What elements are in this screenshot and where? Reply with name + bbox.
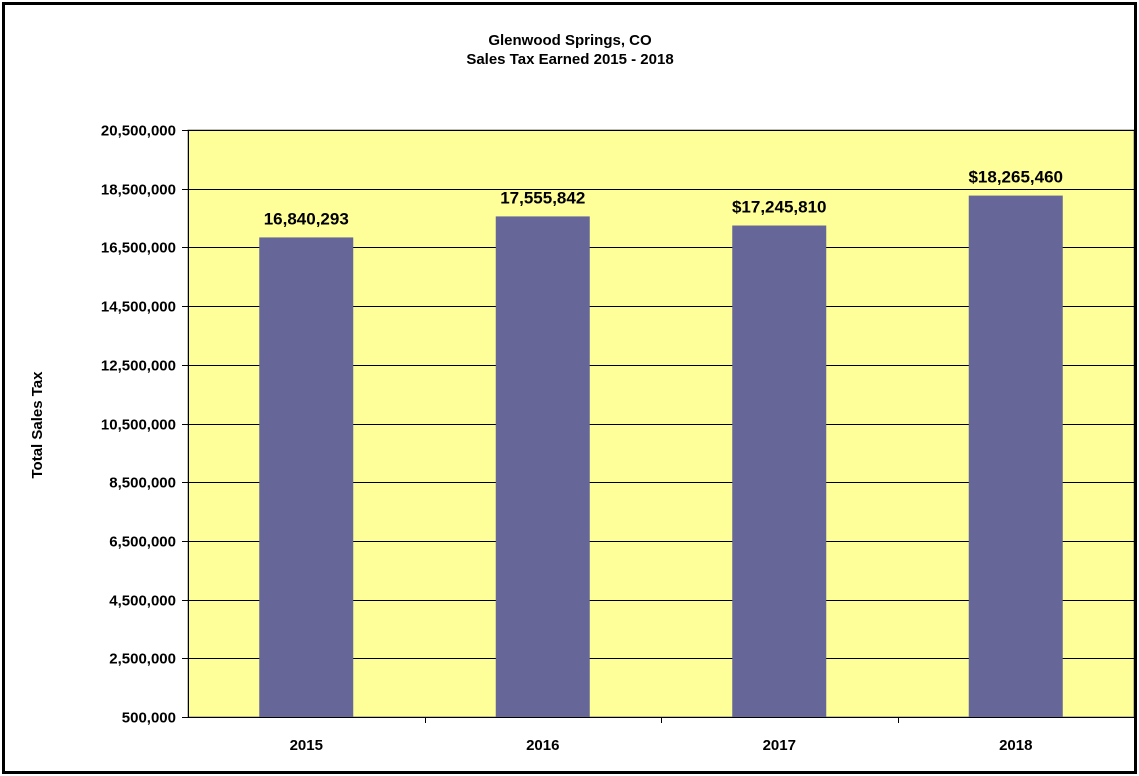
x-tick-label: 2016	[526, 737, 559, 754]
plot-area: 500,000 2,500,000 4,500,000 6,500,000 8,500,…	[101, 123, 1134, 754]
x-tick-label: 2017	[763, 737, 796, 754]
chart-svg: Glenwood Springs, CO Sales Tax Earned 20…	[29, 32, 1134, 754]
y-tick-label: 2,500,000	[109, 651, 176, 668]
y-axis-title: Total Sales Tax	[29, 371, 46, 479]
data-label: $18,265,460	[968, 168, 1063, 187]
y-tick-label: 500,000	[122, 710, 176, 727]
y-tick-label: 16,500,000	[101, 240, 176, 257]
bar	[259, 237, 354, 717]
y-tick-label: 14,500,000	[101, 299, 176, 316]
bar	[495, 216, 590, 717]
y-tick-label: 8,500,000	[109, 475, 176, 492]
y-tick-label: 18,500,000	[101, 182, 176, 199]
bar	[732, 225, 827, 717]
x-tick-label: 2015	[290, 737, 323, 754]
data-label: 16,840,293	[264, 209, 349, 228]
x-tick-label: 2018	[999, 737, 1032, 754]
y-tick-label: 20,500,000	[101, 123, 176, 140]
y-tick-label: 12,500,000	[101, 358, 176, 375]
bar	[968, 195, 1063, 718]
data-label: $17,245,810	[732, 198, 827, 217]
y-tick-label: 4,500,000	[109, 593, 176, 610]
y-tick-label: 10,500,000	[101, 417, 176, 434]
chart-subtitle: Sales Tax Earned 2015 - 2018	[466, 51, 673, 68]
y-tick-label: 6,500,000	[109, 534, 176, 551]
data-label: 17,555,842	[500, 188, 585, 207]
chart-title: Glenwood Springs, CO	[488, 32, 652, 49]
